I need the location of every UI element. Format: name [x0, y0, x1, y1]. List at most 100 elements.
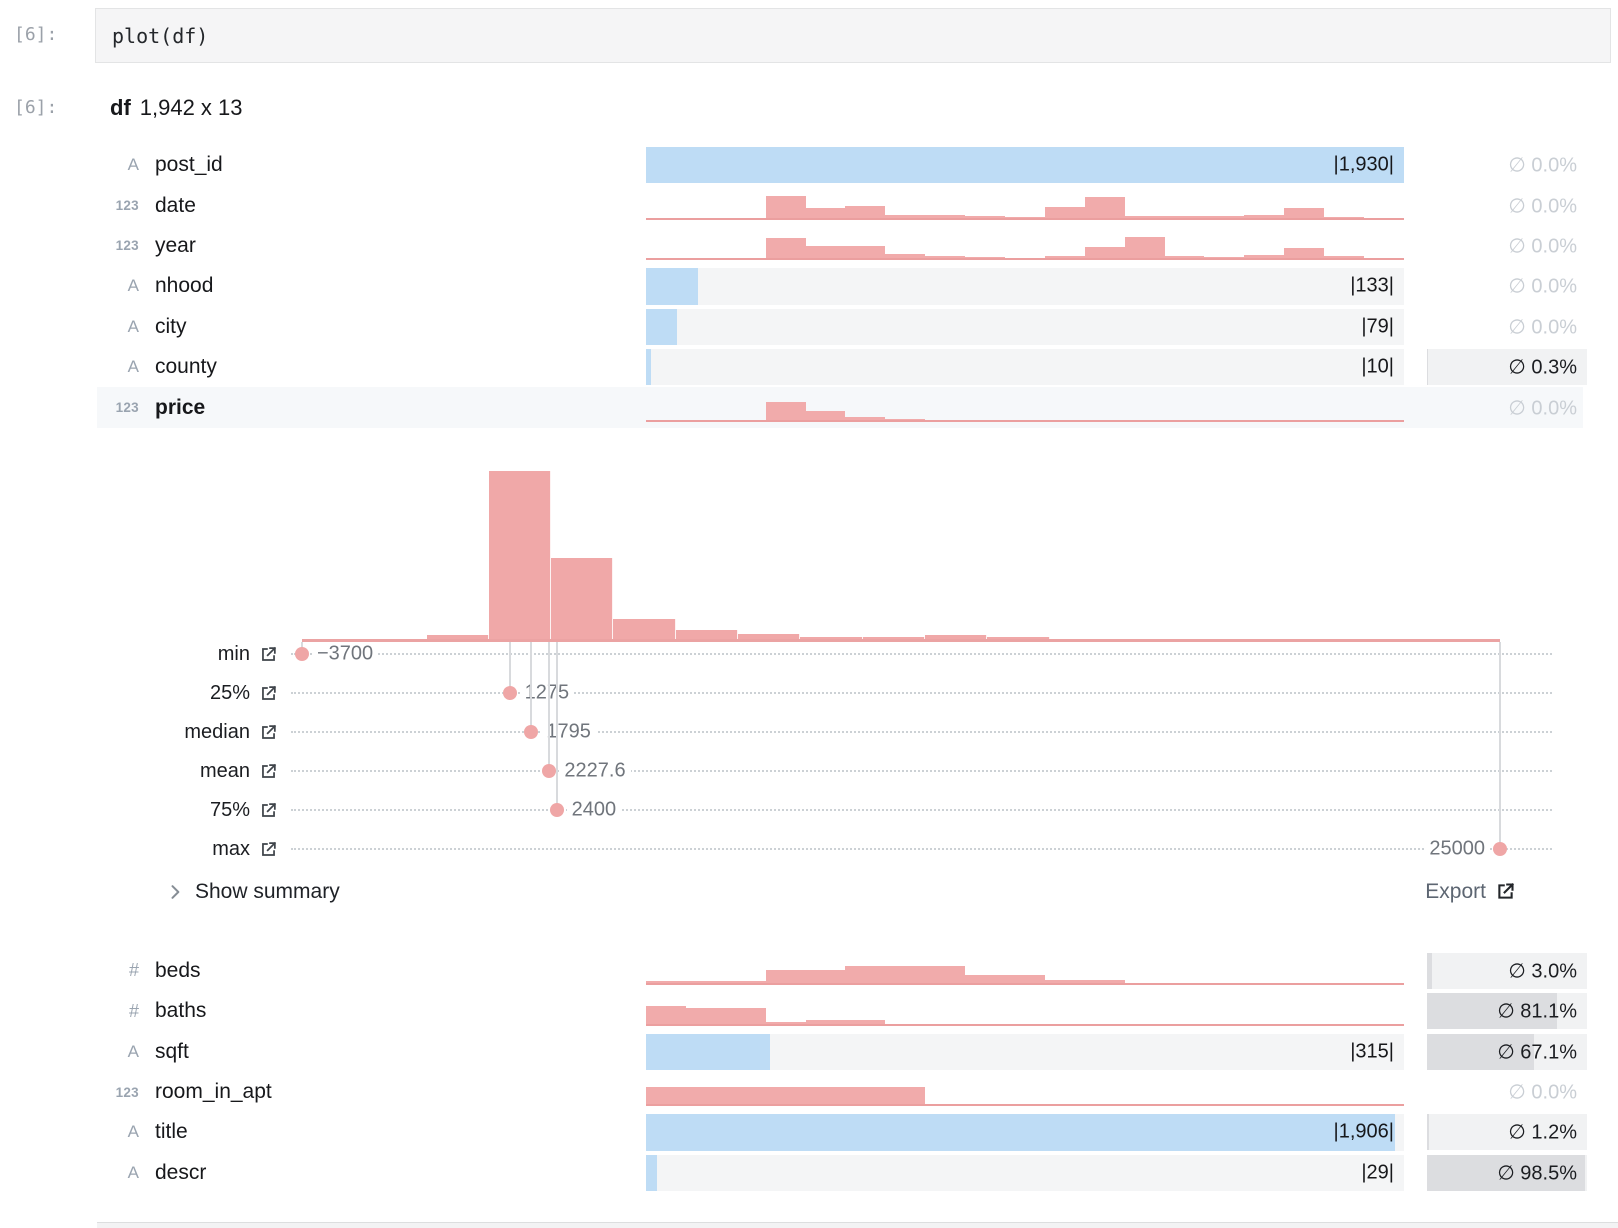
- stat-label: median: [184, 720, 250, 743]
- dataframe-title: df 1,942 x 13: [110, 95, 243, 121]
- sparkline-bar: [725, 980, 766, 984]
- null-percentage-fill: [1427, 1033, 1535, 1070]
- sparkline-bar: [805, 246, 846, 259]
- column-label: room_in_apt: [155, 1080, 272, 1104]
- sparkline-bar: [1005, 974, 1045, 984]
- column-label: descr: [155, 1160, 207, 1184]
- column-label: title: [155, 1120, 188, 1144]
- sparkline-bar: [685, 1087, 726, 1105]
- column-label: post_id: [155, 153, 223, 177]
- sparkline-bar: [805, 207, 846, 218]
- stat-connector-line: [508, 641, 511, 693]
- column-row-beds[interactable]: # beds ∅ 3.0%: [97, 951, 1587, 991]
- dataframe-name: df: [110, 95, 131, 120]
- column-row-year[interactable]: 123 year ∅ 0.0%: [97, 226, 1583, 266]
- distinct-count-value: |29|: [1361, 1161, 1394, 1184]
- sparkline-bars: [646, 1005, 1404, 1024]
- leader-line: [291, 808, 1552, 811]
- sparkline-bar: [925, 255, 966, 259]
- leader-line: [291, 847, 1552, 850]
- external-link-icon[interactable]: [259, 840, 278, 859]
- null-percentage-badge: ∅ 81.1%: [1427, 993, 1587, 1030]
- price-histogram-bar: [862, 637, 925, 639]
- integer-type-icon: 123: [115, 238, 139, 254]
- sparkline-bar: [965, 256, 1006, 259]
- stat-label: min: [217, 642, 250, 665]
- price-histogram-bar: [613, 618, 676, 639]
- sparkline-bar: [1044, 206, 1085, 218]
- null-percentage-cell: ∅ 0.0%: [1427, 268, 1587, 304]
- external-link-icon[interactable]: [259, 684, 278, 703]
- column-row-baths[interactable]: # baths ∅ 81.1%: [97, 991, 1587, 1031]
- stat-value: 2400: [566, 798, 622, 822]
- null-percentage-value: ∅ 98.5%: [1497, 1162, 1577, 1185]
- chevron-right-icon[interactable]: [165, 882, 185, 902]
- float-type-icon: #: [128, 1000, 139, 1021]
- column-row-room_in_apt[interactable]: 123 room_in_apt ∅ 0.0%: [97, 1072, 1583, 1112]
- string-type-icon: A: [127, 155, 139, 175]
- sparkline-bar: [646, 1087, 686, 1105]
- external-link-icon[interactable]: [259, 801, 278, 820]
- sparkline-bars: [646, 1087, 1404, 1105]
- string-type-icon: A: [127, 1122, 139, 1142]
- distinct-track: [646, 268, 1404, 305]
- dataframe-shape: 1,942 x 13: [139, 95, 243, 120]
- export-link[interactable]: Export: [1425, 880, 1516, 904]
- stat-connector-line: [530, 641, 533, 732]
- column-row-price[interactable]: 123 price ∅ 0.0%: [97, 387, 1583, 428]
- sparkline-bar: [845, 1087, 886, 1105]
- null-percentage-fill: [1427, 952, 1432, 989]
- external-link-icon[interactable]: [259, 762, 278, 781]
- sparkline-bar: [845, 966, 886, 984]
- next-cell-edge[interactable]: [97, 1222, 1618, 1228]
- sparkline-bar: [765, 970, 806, 984]
- null-percentage-fill: [1427, 993, 1557, 1030]
- integer-type-icon: 123: [115, 1084, 139, 1100]
- external-link-icon[interactable]: [259, 723, 278, 742]
- null-percentage-value: ∅ 3.0%: [1508, 960, 1577, 983]
- stat-row-25pct: 25% 1275: [97, 674, 1556, 713]
- distinct-count-bar: |10|: [646, 347, 1404, 387]
- leader-line: [291, 730, 1552, 733]
- column-label: sqft: [155, 1039, 189, 1063]
- null-percentage-badge: ∅ 67.1%: [1427, 1033, 1587, 1070]
- string-type-icon: A: [127, 276, 139, 296]
- stat-value: −3700: [312, 642, 379, 666]
- distinct-fill-bar: [646, 1033, 770, 1070]
- null-percentage-badge: ∅ 98.5%: [1427, 1154, 1587, 1191]
- sparkline-bar: [845, 417, 886, 420]
- sparkline-bar: [1324, 216, 1365, 218]
- string-type-icon: A: [127, 316, 139, 336]
- null-percentage-value: ∅ 0.0%: [1508, 154, 1577, 177]
- column-label: date: [155, 193, 196, 217]
- export-icon: [1495, 881, 1516, 902]
- null-percentage-cell: ∅ 0.3%: [1427, 349, 1587, 386]
- null-percentage-cell: ∅ 0.0%: [1427, 1074, 1587, 1110]
- code-cell[interactable]: plot(df): [95, 8, 1611, 63]
- column-row-date[interactable]: 123 date ∅ 0.0%: [97, 185, 1583, 225]
- distinct-count-bar: |29|: [646, 1153, 1404, 1193]
- null-percentage-value: ∅ 1.2%: [1508, 1121, 1577, 1144]
- external-link-icon[interactable]: [259, 645, 278, 664]
- sparkline-bar: [925, 215, 966, 218]
- summary-row: Show summary Export: [97, 872, 1556, 912]
- sparkline-bar: [765, 195, 806, 218]
- null-percentage-cell: ∅ 3.0%: [1427, 952, 1587, 989]
- column-label: price: [155, 395, 206, 419]
- stat-row-max: max 25000: [97, 830, 1556, 869]
- sparkline-bar: [725, 1007, 766, 1024]
- null-percentage-value: ∅ 0.0%: [1508, 397, 1577, 420]
- distinct-fill-bar: [646, 268, 699, 305]
- show-summary-toggle[interactable]: Show summary: [195, 879, 340, 903]
- distinct-fill-bar: [646, 348, 651, 386]
- null-percentage-value: ∅ 0.0%: [1508, 316, 1577, 339]
